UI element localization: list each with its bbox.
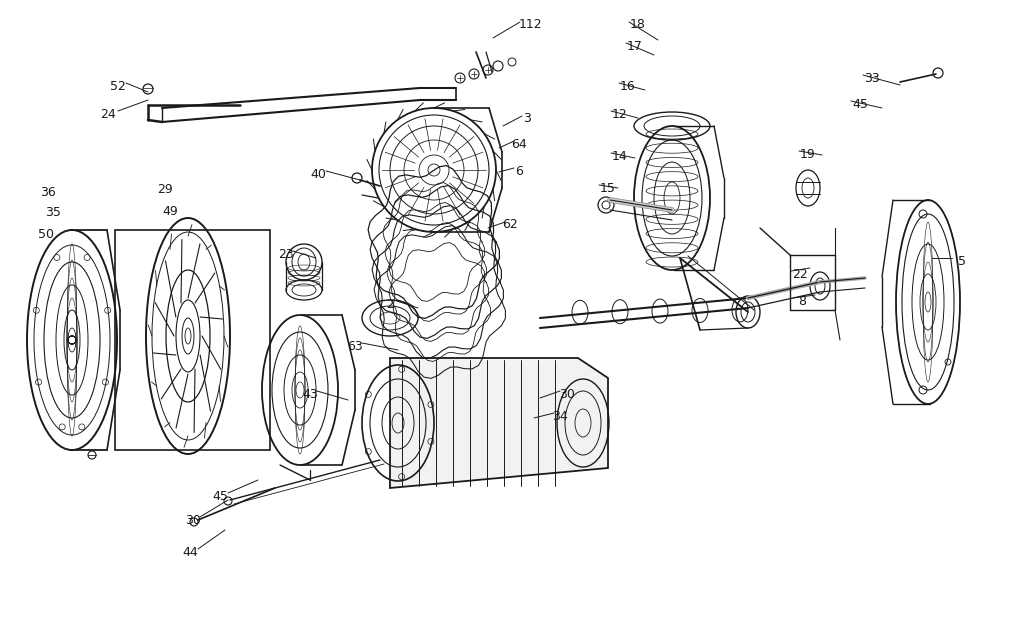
Text: 8: 8	[798, 295, 806, 308]
Text: 6: 6	[515, 165, 523, 178]
Text: 30: 30	[559, 388, 574, 401]
Text: 112: 112	[518, 18, 542, 31]
Text: 5: 5	[958, 255, 966, 268]
Text: 36: 36	[40, 186, 56, 199]
Text: 40: 40	[310, 168, 326, 181]
Text: 50: 50	[38, 228, 54, 241]
Text: 64: 64	[511, 138, 527, 151]
Text: 35: 35	[45, 206, 61, 219]
Text: 30: 30	[185, 514, 201, 527]
Text: 2: 2	[386, 298, 394, 311]
Bar	[115, 230, 270, 450]
Text: 43: 43	[302, 388, 317, 401]
Text: 14: 14	[612, 150, 628, 163]
Text: 63: 63	[347, 340, 362, 353]
Text: 45: 45	[852, 98, 868, 111]
Polygon shape	[390, 358, 608, 488]
Text: 29: 29	[157, 183, 173, 196]
Text: 16: 16	[621, 80, 636, 93]
Text: 49: 49	[162, 205, 178, 218]
Text: 34: 34	[552, 410, 568, 423]
Text: 17: 17	[627, 40, 643, 53]
Text: 62: 62	[502, 218, 518, 231]
Text: 45: 45	[212, 490, 228, 503]
Text: 15: 15	[600, 182, 616, 195]
Text: 33: 33	[864, 72, 880, 85]
Text: 24: 24	[100, 108, 116, 121]
Text: 52: 52	[110, 80, 126, 93]
Text: 18: 18	[630, 18, 646, 31]
Text: 44: 44	[182, 546, 198, 559]
Text: 19: 19	[800, 148, 816, 161]
Text: 22: 22	[793, 268, 808, 281]
Text: 12: 12	[612, 108, 628, 121]
Text: 3: 3	[523, 112, 530, 125]
Text: 23: 23	[279, 248, 294, 261]
